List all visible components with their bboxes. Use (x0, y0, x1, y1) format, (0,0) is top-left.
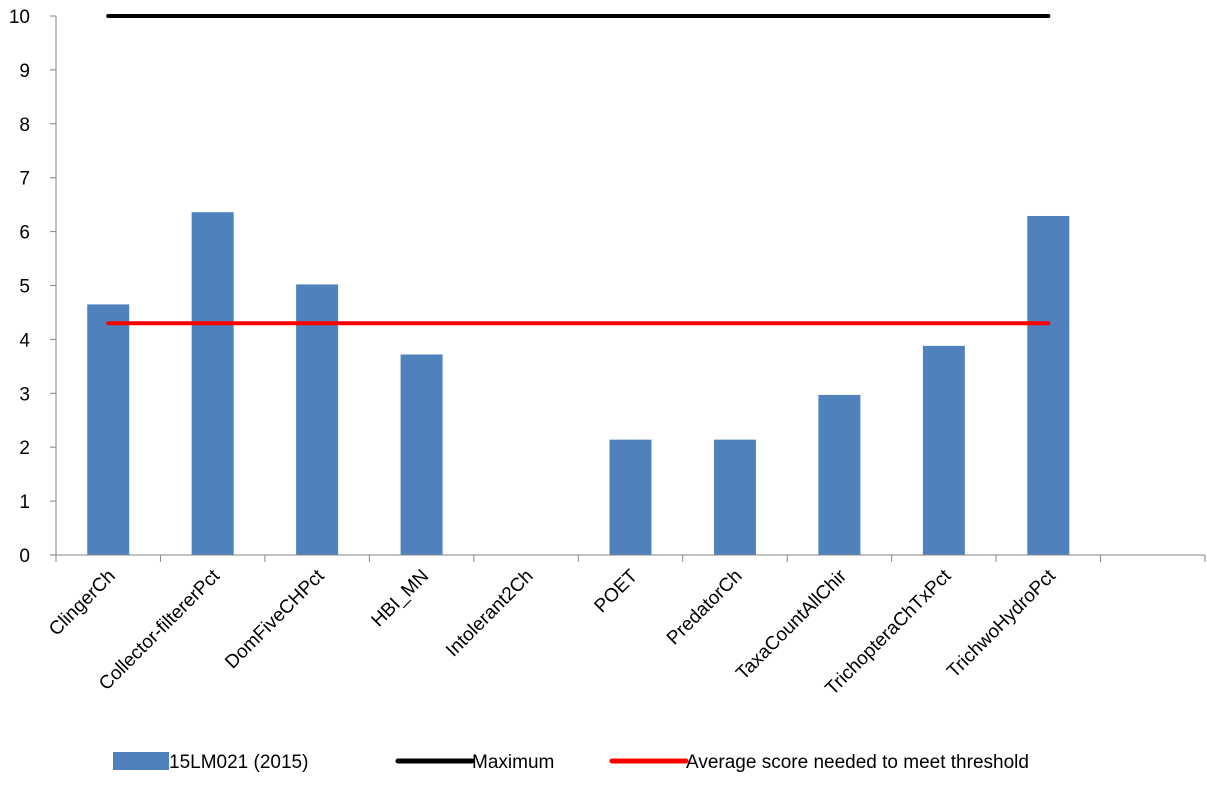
y-tick-label: 0 (19, 546, 30, 567)
bar-HBI_MN (400, 354, 443, 555)
legend: 15LM021 (2015) Maximum Average score neede… (113, 752, 1029, 773)
x-tick-label: HBI_MN (368, 566, 434, 632)
x-tick-label: ClingerCh (45, 566, 120, 641)
y-tick-label: 1 (19, 492, 30, 513)
x-tick-label: TrichwoHydroPct (943, 565, 1060, 682)
legend-swatch-bar (113, 752, 169, 770)
y-tick-label: 9 (19, 61, 30, 82)
bar-ClingerCh (87, 304, 130, 555)
lines-layer (106, 14, 1051, 326)
y-tick-label: 2 (19, 438, 30, 459)
x-tick-label: TaxaCountAllChir (732, 565, 851, 684)
bar-DomFiveCHPct (296, 284, 339, 555)
legend-label: Average score needed to meet threshold (686, 752, 1029, 773)
y-tick-label: 10 (9, 7, 30, 28)
y-tick-label: 3 (19, 384, 30, 405)
axes-layer: 012345678910ClingerChCollector-filtererP… (9, 7, 1206, 700)
bar-Collector-filtererPct (191, 212, 234, 556)
legend-label: Maximum (472, 752, 554, 773)
bar-TrichwoHydroPct (1027, 215, 1070, 555)
y-tick-label: 8 (19, 115, 30, 136)
x-tick-label: Intolerant2Ch (442, 566, 538, 662)
x-tick-label: PredatorCh (663, 566, 747, 650)
bar-POET (609, 439, 652, 555)
y-tick-label: 7 (19, 169, 30, 190)
x-tick-label: POET (591, 565, 643, 617)
bar-TaxaCountAllChir (818, 394, 861, 555)
y-tick-label: 5 (19, 277, 30, 298)
y-tick-label: 6 (19, 223, 30, 244)
legend-label: 15LM021 (2015) (169, 752, 308, 773)
y-tick-label: 4 (19, 330, 30, 351)
bar-TrichopteraChTxPct (922, 345, 965, 555)
bars-layer (87, 212, 1070, 556)
bar-PredatorCh (713, 439, 756, 555)
x-tick-label: DomFiveCHPct (221, 565, 329, 673)
